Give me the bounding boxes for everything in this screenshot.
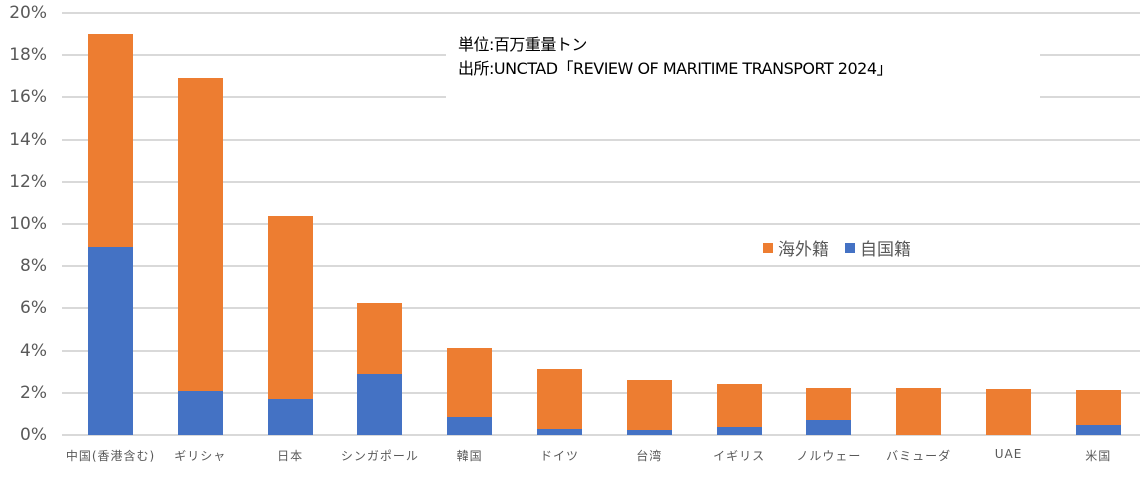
bar-stack	[357, 303, 403, 435]
bar-stack	[896, 387, 942, 435]
legend-label-domestic: 自国籍	[860, 240, 911, 260]
y-tick-label: 0%	[20, 425, 47, 445]
gridline	[62, 391, 1140, 394]
y-tick-label: 20%	[9, 3, 47, 23]
bar-segment-domestic	[537, 428, 582, 435]
bar-segment-foreign	[177, 78, 223, 391]
bar-stack	[806, 387, 852, 435]
y-tick-label: 18%	[9, 45, 47, 66]
x-tick-label: UAE	[994, 447, 1023, 461]
bar-stack	[88, 34, 133, 435]
x-tick-label: ギリシャ	[174, 449, 227, 463]
gridline	[62, 180, 1140, 183]
y-tick-label: 12%	[9, 171, 47, 192]
gridline	[62, 223, 1140, 225]
y-tick-label: 10%	[9, 214, 47, 234]
source-note: 出所:UNCTAD「REVIEW OF MARITIME TRANSPORT 2…	[458, 59, 893, 78]
bar-stack	[447, 348, 493, 435]
gridline	[62, 12, 1140, 14]
bar-segment-foreign	[88, 34, 133, 248]
legend-label-foreign: 海外籍	[778, 240, 829, 260]
bar-segment-domestic	[357, 373, 403, 435]
x-tick-label: イギリス	[713, 449, 766, 463]
x-tick-label: 日本	[277, 449, 304, 463]
bar-segment-foreign	[357, 303, 403, 374]
x-tick-label: 中国(香港含む)	[65, 449, 156, 463]
legend: 海外籍 自国籍	[763, 235, 927, 260]
bar-segment-foreign	[806, 387, 852, 421]
y-tick-label: 2%	[20, 382, 47, 403]
gridline	[62, 307, 1140, 310]
gridline	[62, 265, 1140, 268]
bar-segment-domestic	[177, 390, 223, 435]
bar-segment-foreign	[447, 348, 493, 418]
x-tick-label: シンガポール	[340, 449, 419, 463]
bar-segment-domestic	[267, 399, 313, 435]
bar-stack	[267, 215, 313, 435]
annotation-box	[446, 16, 1040, 100]
bar-segment-foreign	[626, 380, 672, 430]
gridline	[62, 434, 1140, 436]
y-tick-label: 14%	[9, 129, 47, 150]
x-tick-label: 米国	[1085, 449, 1112, 463]
bar-segment-foreign	[267, 215, 313, 400]
bar-stack	[537, 368, 582, 435]
x-tick-label: ドイツ	[539, 449, 579, 463]
legend-item-foreign: 海外籍	[763, 235, 829, 260]
x-tick-label: 台湾	[636, 449, 663, 463]
gridline	[62, 349, 1140, 352]
y-tick-label: 4%	[20, 340, 47, 361]
legend-swatch-foreign-icon	[763, 242, 773, 253]
bar-segment-foreign	[1075, 390, 1121, 426]
bar-stack	[626, 380, 672, 435]
bar-stack	[716, 383, 762, 435]
bar-segment-foreign	[986, 389, 1031, 435]
bar-segment-foreign	[537, 368, 582, 429]
bar-segment-foreign	[896, 387, 942, 435]
bar-segment-domestic	[626, 429, 672, 435]
legend-swatch-domestic-icon	[845, 242, 855, 253]
bar-segment-foreign	[716, 383, 762, 427]
gridline	[62, 138, 1140, 141]
x-tick-label: ノルウェー	[796, 449, 862, 463]
bar-segment-domestic	[88, 247, 133, 435]
bar-stack	[1075, 390, 1121, 435]
bar-segment-domestic	[1075, 425, 1121, 435]
unit-note: 単位:百万重量トン	[458, 35, 587, 54]
y-tick-label: 6%	[20, 298, 47, 319]
bar-segment-domestic	[447, 417, 493, 435]
x-tick-label: バミューダ	[886, 449, 952, 463]
x-tick-label: 韓国	[456, 449, 483, 463]
bar-stack	[177, 78, 223, 435]
y-tick-label: 8%	[20, 256, 47, 277]
y-tick-label: 16%	[9, 87, 47, 108]
bar-segment-domestic	[716, 426, 762, 435]
bar-segment-domestic	[806, 420, 852, 435]
bar-stack	[986, 389, 1031, 435]
legend-item-domestic: 自国籍	[845, 235, 911, 260]
